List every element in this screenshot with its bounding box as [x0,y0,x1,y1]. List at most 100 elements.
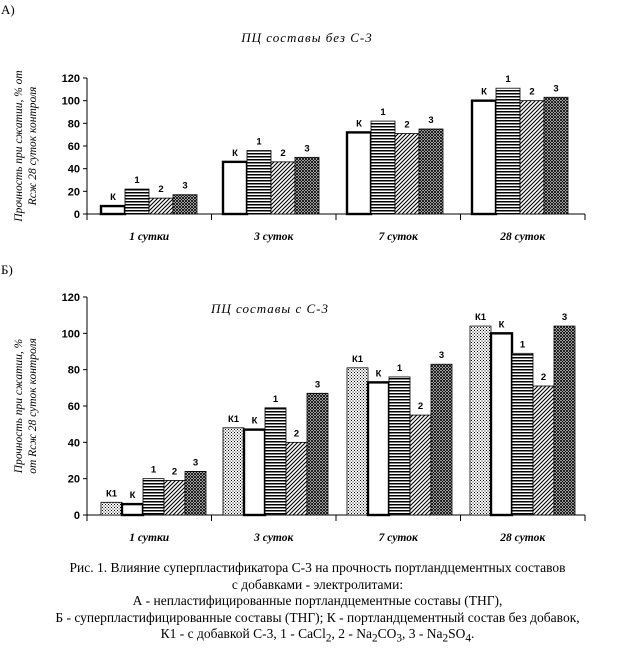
bar-3-3 [430,363,453,516]
bar-2-2 [270,161,296,215]
bar-2-3 [394,133,420,215]
chart-title: ПЦ составы с С-3 [210,301,329,316]
caption-line-1: Рис. 1. Влияние суперпластификатора С-3 … [69,560,566,575]
bar-label: К [499,319,505,330]
bar-К-3 [345,131,373,216]
x-tick-label: 28 суток [499,532,546,544]
y-axis-label: Прочность при сжатии, % от Rсж 28 суток к… [13,70,39,222]
y-tick-label: 20 [68,186,80,198]
bar-label: 3 [193,457,198,468]
bar-label: 2 [541,372,546,383]
bar-label: 3 [182,181,187,192]
bar-label: К1 [475,312,487,323]
x-tick-label: 7 суток [379,231,419,243]
bar-label: 1 [380,107,386,118]
bar-К-2 [221,160,249,216]
bar-label: 1 [151,465,157,476]
bar-label: 1 [273,394,279,405]
bar-3-4 [553,325,576,516]
bar-К-1 [120,502,145,517]
bar-К1-4 [469,325,492,516]
bar-1-2 [246,150,272,215]
bar-label: 3 [304,143,309,154]
y-tick-label: 120 [62,292,80,304]
x-tick-label: 3 суток [253,532,294,544]
bar-label: К [481,87,487,98]
bar-label: 3 [553,83,558,94]
bar-label: 3 [428,115,433,126]
bar-3-4 [543,96,569,215]
y-axis-label: Прочность при сжатии, % от Rсж 28 суток к… [13,338,39,474]
chart-title: ПЦ составы без С-3 [240,30,372,45]
y-tick-label: 40 [68,164,80,176]
bar-label: К [130,490,136,501]
bar-label: 1 [520,339,526,350]
bar-1-1 [142,478,165,516]
bar-К-1 [99,204,127,216]
caption-line-2: с добавками - электролитами: [231,576,404,592]
bar-1-4 [495,87,521,215]
bar-label: 3 [562,312,567,323]
bar-К1-2 [222,427,245,516]
bar-К1-1 [100,501,123,516]
bar-label: К [252,416,258,427]
y-tick-label: 40 [68,437,80,449]
bar-label: К [356,118,362,129]
y-tick-label: 100 [62,328,80,340]
bar-К-4 [489,332,514,517]
y-tick-label: 100 [62,96,80,108]
y-tick-label: 20 [68,474,80,486]
bar-3-1 [184,470,207,516]
bar-label: 2 [172,466,177,477]
bar-3-2 [294,156,320,215]
bar-1-2 [264,407,287,516]
x-tick-label: 1 сутки [129,532,170,544]
bar-label: 2 [529,87,534,98]
caption-line-5: К1 - с добавкой С-3, 1 - CaCl2, 2 - Na2C… [160,626,475,645]
bar-label: 2 [418,401,423,412]
caption-line-3: А - непластифицированные портландцементн… [132,593,503,608]
bar-К-2 [242,428,267,517]
bar-label: 2 [294,428,299,439]
bar-label: 1 [256,137,262,148]
x-tick-label: 1 сутки [129,231,170,243]
y-tick-label: 0 [74,209,80,221]
chart-b: ПЦ составы с С-3 Прочность при сжатии, % о… [13,292,586,544]
bar-label: К [232,148,238,159]
bar-1-4 [511,352,534,516]
bar-К1-3 [346,367,369,516]
bar-К-3 [366,381,391,517]
bar-label: 2 [404,120,409,131]
bar-3-2 [306,392,329,516]
bar-2-4 [532,385,555,516]
panel-a-letter: А) [1,2,15,17]
figure-caption: Рис. 1. Влияние суперпластификатора С-3 … [0,560,635,647]
y-tick-label: 80 [68,365,80,377]
bar-2-3 [409,414,432,516]
bar-3-1 [172,194,198,215]
y-tick-label: 60 [68,401,80,413]
bar-label: 1 [505,74,511,85]
y-tick-label: 80 [68,118,80,130]
chart-panel-a: ПЦ составы без С-3 Прочность при сжатии, … [13,30,586,544]
x-tick-label: 7 суток [379,532,419,544]
caption-line-4: Б - суперпластифицированные составы (ТНГ… [55,609,580,625]
bar-label: К [110,192,116,203]
x-tick-label: 28 суток [499,231,546,243]
chart-a: ПЦ составы без С-3 Прочность при сжатии, … [13,30,586,243]
bar-label: 2 [158,184,163,195]
bar-label: 1 [134,175,140,186]
x-tick-label: 3 суток [253,231,294,243]
y-tick-label: 60 [68,141,80,153]
bar-3-3 [418,128,444,215]
bar-label: К1 [106,488,118,499]
bar-2-1 [148,197,174,215]
bar-1-3 [388,376,411,516]
y-tick-label: 0 [74,510,80,522]
panel-b-letter: Б) [1,262,13,277]
bar-К-4 [470,99,498,216]
bar-label: 3 [315,379,320,390]
bar-label: 3 [439,350,444,361]
bar-2-2 [285,441,308,516]
bar-2-4 [519,100,545,215]
